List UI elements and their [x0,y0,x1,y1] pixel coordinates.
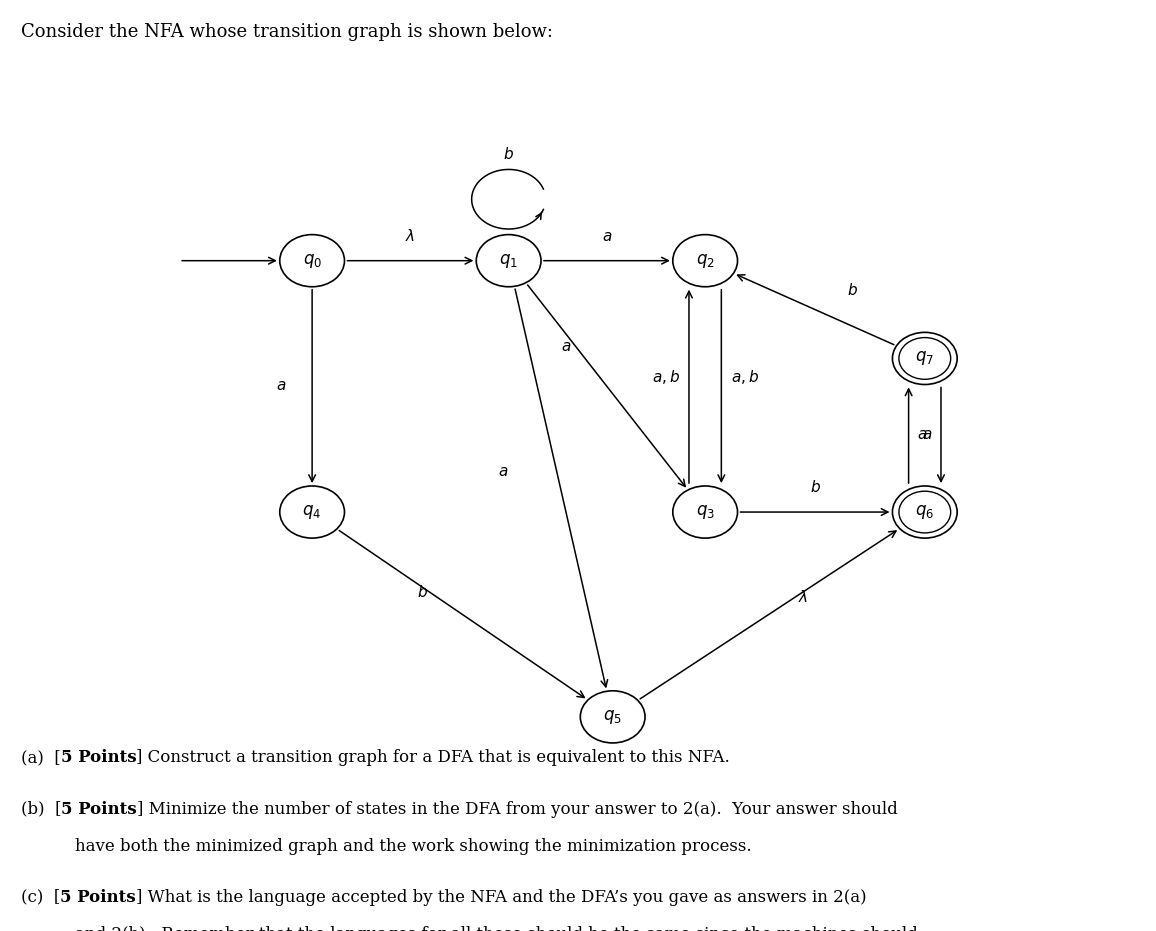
Text: $a$: $a$ [922,428,933,442]
Text: $a$: $a$ [276,379,287,394]
Text: and 2(b).  Remember that the languages for all these should be the same since th: and 2(b). Remember that the languages fo… [75,925,918,931]
Text: $a$: $a$ [917,428,927,442]
Text: $a$: $a$ [562,340,571,354]
Text: Consider the NFA whose transition graph is shown below:: Consider the NFA whose transition graph … [21,23,553,41]
Text: $q_6$: $q_6$ [916,503,934,521]
Text: $b$: $b$ [809,479,821,495]
Text: $a$: $a$ [602,230,612,244]
Text: $b$: $b$ [503,146,514,162]
Text: ] Minimize the number of states in the DFA from your answer to 2(a).  Your answe: ] Minimize the number of states in the D… [136,801,898,817]
Text: $q_2$: $q_2$ [696,251,714,270]
Text: 5 Points: 5 Points [61,801,136,817]
Circle shape [899,338,950,379]
Text: $b$: $b$ [847,282,858,298]
Text: $q_3$: $q_3$ [696,503,714,521]
Text: 5 Points: 5 Points [60,749,136,766]
Circle shape [899,492,950,533]
Text: $\lambda$: $\lambda$ [798,589,808,605]
Text: $b$: $b$ [417,585,428,600]
Text: (a)  [: (a) [ [21,749,60,766]
Circle shape [280,486,344,538]
Text: ] Construct a transition graph for a DFA that is equivalent to this NFA.: ] Construct a transition graph for a DFA… [136,749,729,766]
Circle shape [673,486,738,538]
Circle shape [892,486,957,538]
Text: (c)  [: (c) [ [21,889,60,906]
Text: $a$: $a$ [498,466,507,479]
Text: $q_5$: $q_5$ [603,708,622,726]
Text: $\lambda$: $\lambda$ [406,228,415,244]
Circle shape [476,235,541,287]
Text: (b)  [: (b) [ [21,801,61,817]
Text: $q_1$: $q_1$ [499,251,518,270]
Text: $q_0$: $q_0$ [303,251,321,270]
Text: $q_7$: $q_7$ [916,349,934,368]
Text: ] What is the language accepted by the NFA and the DFA’s you gave as answers in : ] What is the language accepted by the N… [135,889,866,906]
Text: $q_4$: $q_4$ [303,503,321,521]
Circle shape [892,332,957,385]
Circle shape [673,235,738,287]
Text: 5 Points: 5 Points [60,889,135,906]
Circle shape [580,691,645,743]
Text: $a,b$: $a,b$ [731,368,758,386]
Text: have both the minimized graph and the work showing the minimization process.: have both the minimized graph and the wo… [75,838,751,855]
Text: $a,b$: $a,b$ [652,368,680,386]
Circle shape [280,235,344,287]
